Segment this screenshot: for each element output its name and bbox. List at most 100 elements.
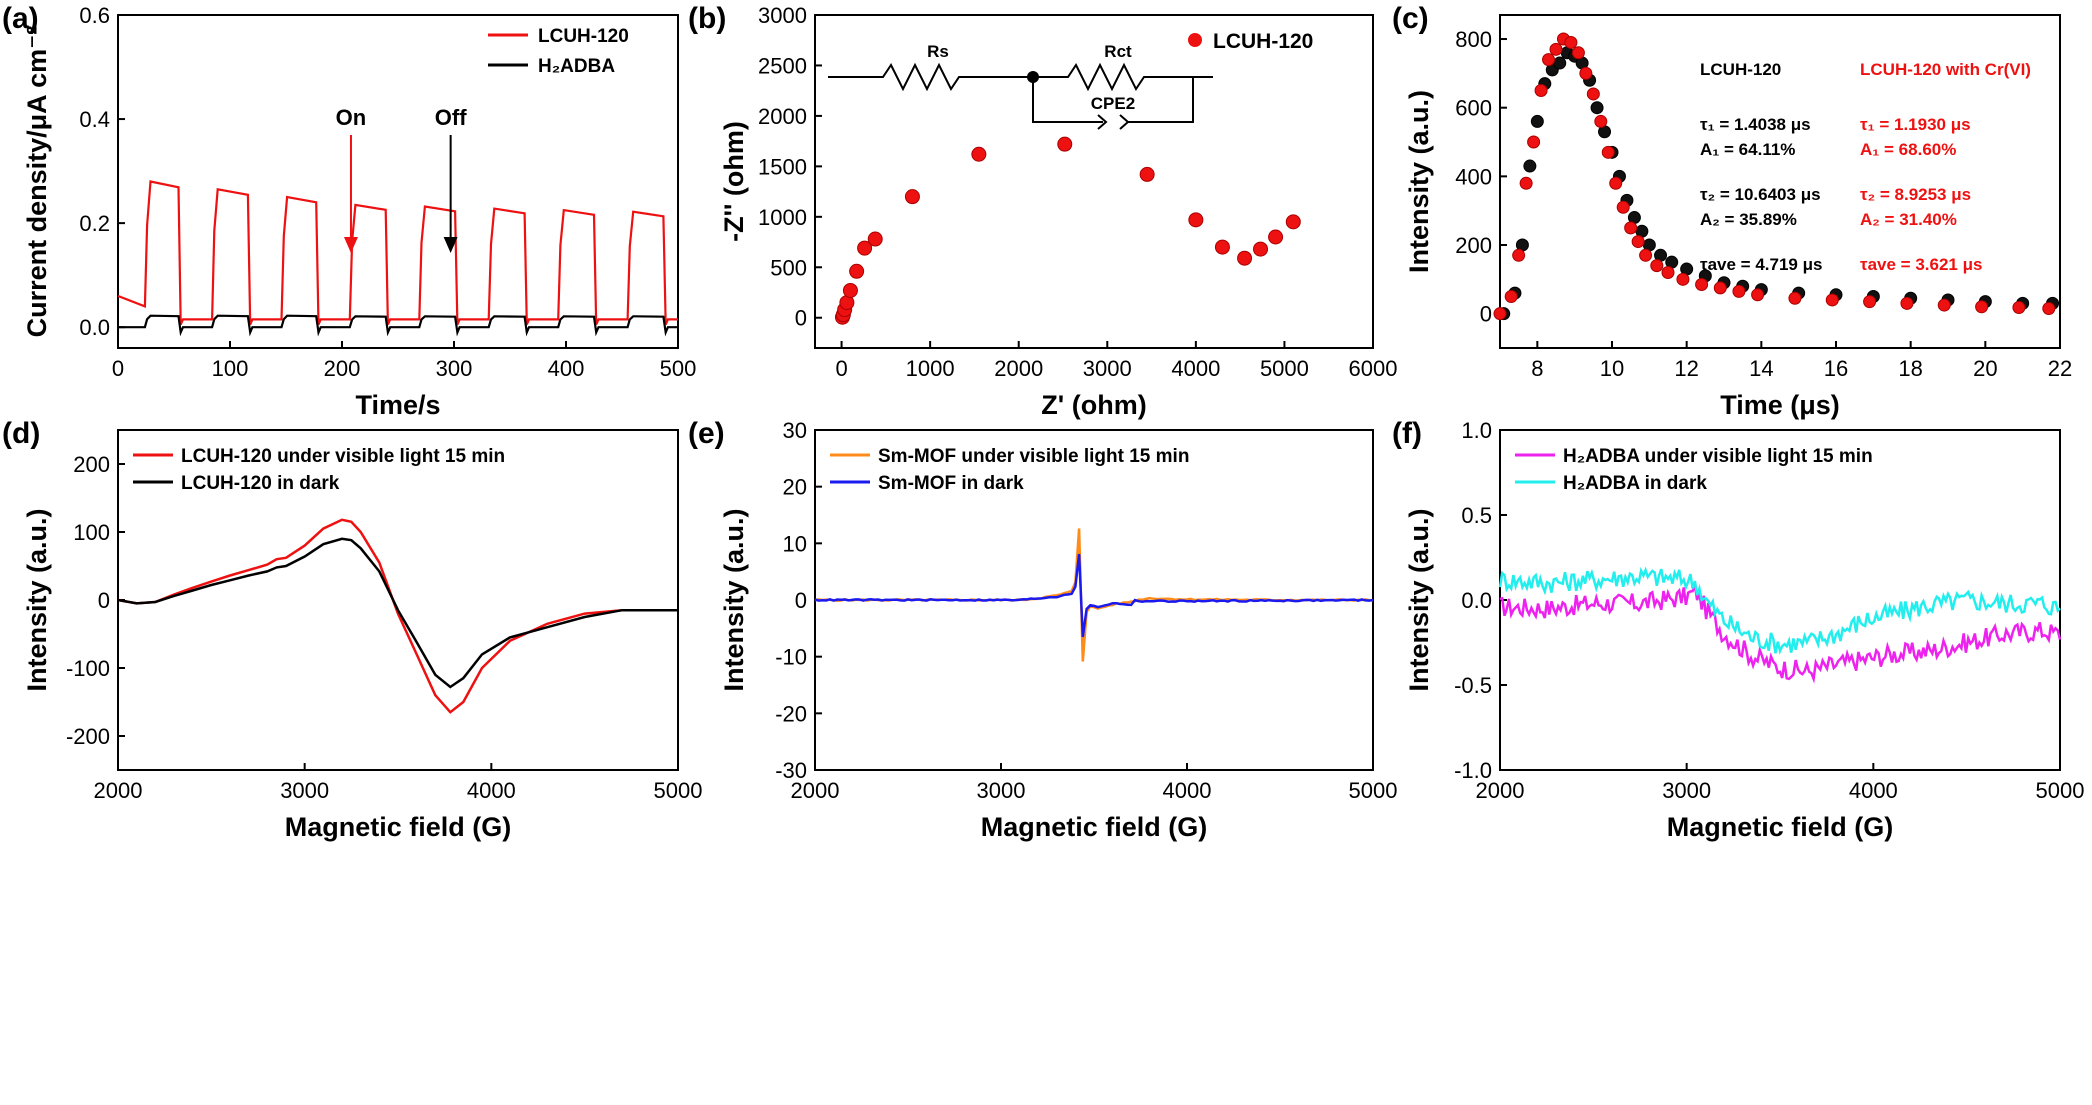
- y-tick-label: -10: [775, 645, 807, 670]
- x-axis-label: Z' (ohm): [1041, 390, 1146, 420]
- panel-a: (a) 0 100 200 300 400 500 0.0 0.2 0.4 0.6 Time/s Cur…: [2, 2, 696, 420]
- legend-entry: Sm-MOF in dark: [878, 473, 1024, 494]
- x-tick-label: 2000: [791, 778, 840, 803]
- panel-b: (b) 0 1000 2000 3000 4000 5000 6000 0 500 1000 1500…: [688, 2, 1397, 420]
- data-point: [1616, 200, 1630, 214]
- panel-e: (e) 2000 3000 4000 5000 -30 -20 -10 0 10 20 30 Magne…: [688, 417, 1397, 842]
- legend-entry: Sm-MOF under visible light 15 min: [878, 446, 1189, 467]
- y-axis-label: -Z'' (ohm): [719, 121, 749, 242]
- legend-entry: H₂ADBA under visible light 15 min: [1563, 446, 1873, 467]
- data-point: [1579, 66, 1593, 80]
- panel-label: (e): [688, 417, 725, 450]
- table-cell: τ₂ = 10.6403 μs: [1700, 185, 1821, 204]
- table-cell: A₂ = 31.40%: [1860, 210, 1957, 229]
- data-point: [1676, 272, 1690, 286]
- series-line: [117, 537, 678, 689]
- y-tick-label: 800: [1455, 27, 1492, 52]
- y-tick-label: 500: [770, 255, 807, 280]
- y-tick-label: 0.4: [79, 107, 110, 132]
- annotation-label: Off: [435, 105, 467, 130]
- data-point: [1713, 281, 1727, 295]
- x-axis-label: Magnetic field (G): [1667, 812, 1894, 842]
- y-tick-label: 0: [1480, 302, 1492, 327]
- y-tick-label: 400: [1455, 164, 1492, 189]
- y-tick-label: 30: [783, 418, 807, 443]
- panel-label: (c): [1392, 2, 1429, 35]
- data-point: [1609, 176, 1623, 190]
- y-tick-label: -30: [775, 758, 807, 783]
- data-point: [1661, 265, 1675, 279]
- data-point: [1253, 241, 1269, 257]
- y-axis-label: Intensity (a.u.): [1404, 90, 1434, 273]
- y-tick-label: -20: [775, 701, 807, 726]
- x-tick-label: 4000: [1171, 356, 1220, 381]
- x-tick-label: 2000: [994, 356, 1043, 381]
- data-point: [1188, 212, 1204, 228]
- plot-frame: [814, 14, 1374, 349]
- data-point: [1504, 290, 1518, 304]
- data-point: [1530, 114, 1544, 128]
- y-tick-label: 0: [98, 588, 110, 613]
- x-tick-label: 200: [324, 356, 361, 381]
- x-tick-label: 22: [2048, 356, 2072, 381]
- y-tick-label: 3000: [758, 3, 807, 28]
- x-tick-label: 300: [436, 356, 473, 381]
- y-tick-label: 0: [795, 306, 807, 331]
- data-point: [1527, 135, 1541, 149]
- data-point: [1493, 307, 1507, 321]
- data-point: [1268, 229, 1284, 245]
- panel-label: (d): [2, 417, 40, 450]
- y-axis-label: Intensity (a.u.): [719, 508, 749, 691]
- x-tick-label: 3000: [1662, 778, 1711, 803]
- resistor-rs: [828, 62, 1033, 92]
- x-tick-label: 2000: [1476, 778, 1525, 803]
- annotation-label: On: [336, 105, 367, 130]
- legend-entry: LCUH-120: [1213, 30, 1313, 53]
- data-point: [1594, 114, 1608, 128]
- y-tick-label: -100: [66, 656, 110, 681]
- data-point: [1631, 235, 1645, 249]
- x-tick-label: 5000: [1260, 356, 1309, 381]
- data-point: [842, 282, 858, 298]
- plot-frame: [117, 14, 679, 349]
- x-axis-label: Magnetic field (G): [981, 812, 1208, 842]
- y-tick-label: -0.5: [1454, 673, 1492, 698]
- data-point: [849, 263, 865, 279]
- table-cell: τ₂ = 8.9253 μs: [1860, 185, 1971, 204]
- table-header: LCUH-120: [1700, 60, 1781, 79]
- y-tick-label: 600: [1455, 96, 1492, 121]
- y-tick-label: 200: [1455, 233, 1492, 258]
- x-tick-label: 400: [548, 356, 585, 381]
- legend-entry: LCUH-120 in dark: [181, 473, 340, 494]
- data-point: [1650, 259, 1664, 273]
- arrow-head: [343, 237, 358, 253]
- data-point: [1553, 56, 1567, 70]
- y-tick-label: -1.0: [1454, 758, 1492, 783]
- x-tick-label: 20: [1973, 356, 1997, 381]
- x-tick-label: 0: [835, 356, 847, 381]
- x-tick-label: 4000: [1163, 778, 1212, 803]
- legend-marker: [1188, 33, 1202, 47]
- circuit-label-rs: Rs: [927, 42, 949, 61]
- x-tick-label: 5000: [2036, 778, 2085, 803]
- x-tick-label: 14: [1749, 356, 1773, 381]
- y-tick-label: 20: [783, 475, 807, 500]
- panel-d: (d) 2000 3000 4000 5000 -200 -100 0 100 200 Magnet…: [2, 417, 702, 842]
- y-axis-label: Intensity (a.u.): [1404, 508, 1434, 691]
- x-tick-label: 10: [1600, 356, 1624, 381]
- y-tick-label: 100: [73, 520, 110, 545]
- data-point: [1519, 176, 1533, 190]
- equivalent-circuit: Rs Rct CPE2: [828, 42, 1213, 130]
- y-tick-label: -200: [66, 724, 110, 749]
- legend-entry: H₂ADBA: [538, 56, 615, 77]
- x-tick-label: 5000: [1349, 778, 1398, 803]
- data-point: [1975, 300, 1989, 314]
- x-tick-label: 3000: [977, 778, 1026, 803]
- series-line: [118, 314, 678, 337]
- x-tick-label: 0: [112, 356, 124, 381]
- x-tick-label: 3000: [280, 778, 329, 803]
- data-point: [1751, 288, 1765, 302]
- circuit-label-rct: Rct: [1104, 42, 1132, 61]
- data-point: [867, 231, 883, 247]
